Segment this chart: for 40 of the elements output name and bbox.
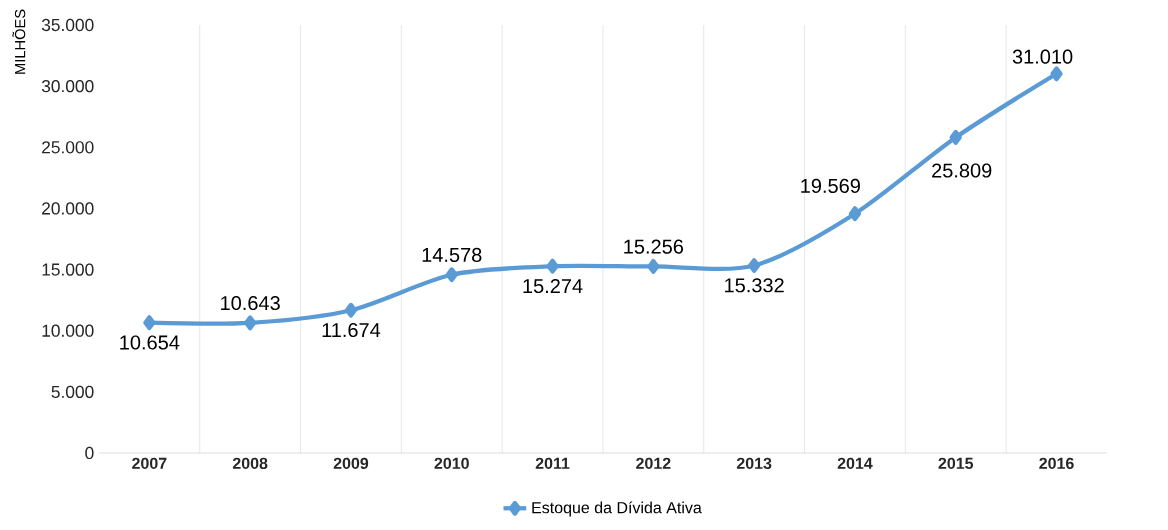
data-label: 25.809 <box>932 163 992 178</box>
y-axis-title: MILHÕES <box>12 9 26 74</box>
data-label: 11.674 <box>322 322 381 338</box>
y-tick-label: 10.000 <box>42 324 94 337</box>
x-tick-label: 2015 <box>938 457 974 470</box>
y-tick-label: 25.000 <box>42 141 94 154</box>
point <box>949 129 962 145</box>
x-tick-label: 2012 <box>636 457 671 470</box>
legend-label: Estoque da Dívida Ativa <box>532 501 702 517</box>
data-label: 10.643 <box>221 295 280 311</box>
x-tick-label: 2016 <box>1039 457 1074 470</box>
point <box>546 258 559 274</box>
data-label: 15.274 <box>523 278 583 294</box>
point <box>143 315 156 331</box>
y-tick-label: 15.000 <box>42 263 94 276</box>
point <box>647 258 660 274</box>
y-tick-label: 35.000 <box>41 18 94 32</box>
data-label: 31.010 <box>1012 49 1073 64</box>
point <box>1050 66 1063 82</box>
y-tick-label: 5.000 <box>51 385 94 398</box>
point <box>244 315 257 331</box>
point <box>445 267 458 283</box>
point <box>344 302 358 318</box>
y-tick-label: 30.000 <box>41 80 94 93</box>
data-label: 15.332 <box>725 278 784 293</box>
data-label: 15.256 <box>624 239 684 254</box>
x-tick-label: 2008 <box>232 457 268 470</box>
y-tick-label: 0 <box>85 446 94 460</box>
x-tick-label: 2014 <box>837 457 873 470</box>
x-tick-label: 2007 <box>132 457 167 470</box>
data-label: 19.569 <box>801 178 860 193</box>
x-tick-label: 2009 <box>333 457 369 470</box>
point <box>748 258 761 273</box>
data-label: 14.578 <box>422 247 482 262</box>
point <box>848 206 862 222</box>
data-label: 10.654 <box>120 335 180 350</box>
x-tick-label: 2013 <box>736 457 772 470</box>
y-tick-label: 20.000 <box>42 202 94 215</box>
x-tick-label: 2011 <box>535 457 570 470</box>
x-tick-label: 2010 <box>434 457 469 470</box>
